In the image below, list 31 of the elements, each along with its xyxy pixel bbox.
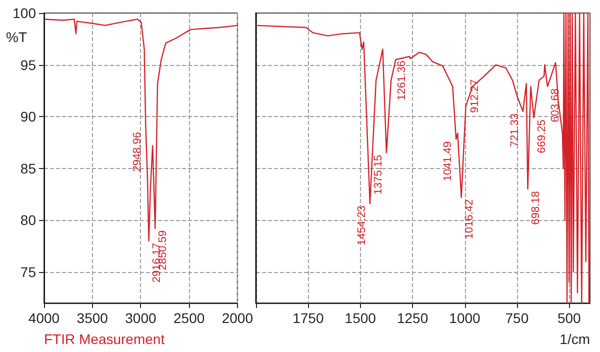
x-tick-label: 1750	[292, 310, 324, 326]
annotation: 698.18	[530, 191, 542, 225]
x-tick-label: 1500	[344, 310, 376, 326]
annotation: 2948.96	[132, 132, 144, 172]
x-tick-label: 2500	[173, 310, 205, 326]
x-tick-label: 500	[557, 310, 582, 326]
y-tick-label: 85	[20, 160, 36, 176]
annotation: 2850.59	[157, 230, 170, 270]
x-tick-label: 750	[505, 310, 529, 326]
annotation: 721.33	[508, 113, 521, 148]
annotation: 1016.42	[463, 199, 476, 240]
text: FTIR Measurement	[44, 331, 165, 347]
annotation: 1041.49	[442, 141, 454, 182]
x-tick-label: 3500	[76, 310, 108, 326]
y-tick-label: 80	[20, 212, 36, 228]
annotation: 1454.23	[356, 206, 368, 246]
x-tick-label: 4000	[28, 310, 60, 326]
y-axis-title: %T	[6, 29, 28, 45]
annotation: 669.25	[536, 120, 548, 154]
annotation: 1375.15	[372, 154, 384, 195]
x-tick-label: 1250	[396, 310, 428, 326]
annotation: 1261.36	[396, 60, 408, 100]
x-tick-label: 1000	[449, 310, 481, 326]
y-tick-label: 95	[20, 56, 36, 73]
annotation: 912.27	[469, 79, 482, 113]
y-tick-label: 100	[12, 5, 36, 21]
y-tick-label: 90	[20, 108, 36, 125]
x-tick-label: 3000	[125, 310, 156, 326]
x-tick-label: 2000	[222, 310, 254, 326]
x-axis-title: 1/cm	[560, 331, 590, 347]
y-tick-label: 75	[20, 264, 36, 280]
